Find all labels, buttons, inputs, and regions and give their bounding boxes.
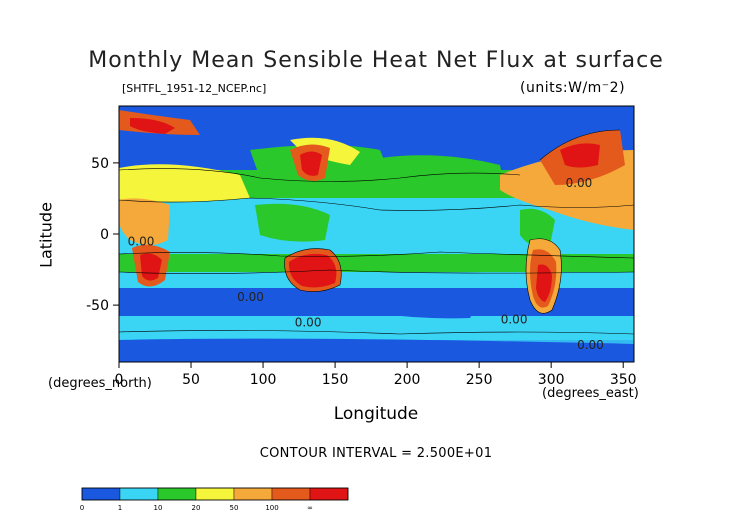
contour-label: 0.00 (501, 313, 528, 327)
x-unit-label: (degrees_east) (542, 386, 639, 401)
region-south-america-core (536, 264, 552, 302)
region-africa-north (119, 198, 170, 245)
x-tick-label: 200 (394, 372, 421, 388)
contour-label: 0.00 (577, 338, 604, 352)
region-eurasia-band (119, 164, 250, 203)
colorbar-swatch (233, 487, 273, 501)
colorbar: 0 1 10 20 50 100 ∞ (80, 487, 349, 512)
file-label: [SHTFL_1951-12_NCEP.nc] (122, 82, 267, 95)
x-tick-label: 50 (182, 372, 200, 388)
contour-labels: 0.00 0.00 0.00 0.00 0.00 0.00 (128, 176, 604, 352)
colorbar-label: 100 (265, 504, 278, 512)
x-tick-label: 300 (538, 372, 565, 388)
region-south-africa-core (140, 253, 162, 281)
contour-label: 0.00 (566, 176, 593, 190)
y-tick-label: -50 (86, 298, 109, 314)
x-axis-label: Longitude (333, 404, 419, 424)
colorbar-label: 20 (192, 504, 201, 512)
region-pacific-mid (380, 155, 505, 190)
colorbar-label: 10 (154, 504, 163, 512)
region-europe-core (130, 118, 175, 134)
region-indian-cold (170, 293, 280, 316)
region-maritime (255, 203, 330, 242)
colorbar-label: 1 (118, 504, 122, 512)
colorbar-swatch (271, 487, 311, 501)
contour-label: 0.00 (128, 234, 155, 248)
x-tick-label: 0 (115, 372, 124, 388)
region-central-america (520, 208, 555, 247)
x-tick-label: 150 (322, 372, 349, 388)
plot-area: 0.00 0.00 0.00 0.00 0.00 0.00 (119, 106, 634, 362)
band-south-subtrop (119, 254, 634, 272)
colorbar-swatch (119, 487, 159, 501)
x-tick-label: 100 (250, 372, 277, 388)
colorbar-label: 50 (230, 504, 239, 512)
colorbar-swatch (157, 487, 197, 501)
contour-lines (119, 129, 634, 335)
y-tick-label: 50 (91, 156, 109, 172)
contour-label: 0.00 (295, 315, 322, 329)
colorbar-swatch (81, 487, 121, 501)
region-southern-ring (119, 316, 634, 340)
chart-title: Monthly Mean Sensible Heat Net Flux at s… (88, 48, 664, 73)
x-tick-label: 250 (466, 372, 493, 388)
y-ticks: -50 0 50 (86, 156, 119, 314)
x-ticks: 0 50 100 150 200 250 300 350 (115, 362, 637, 388)
units-label: (units:W/m⁻2) (520, 80, 626, 96)
y-unit-label: (degrees_north) (48, 376, 152, 391)
contour-label: 0.00 (237, 290, 264, 304)
region-pacific-cold (360, 288, 480, 319)
colorbar-label: 0 (80, 504, 84, 512)
x-tick-label: 350 (610, 372, 637, 388)
colorbar-label: ∞ (307, 504, 313, 512)
colorbar-frame (81, 487, 349, 501)
region-east-asia-core (300, 151, 322, 176)
y-tick-label: 0 (100, 227, 109, 243)
region-na-core (560, 143, 600, 168)
contour-interval: CONTOUR INTERVAL = 2.500E+01 (259, 446, 493, 461)
colorbar-swatch (195, 487, 235, 501)
region-antarctica (119, 338, 634, 362)
colorbar-swatch (309, 487, 349, 501)
